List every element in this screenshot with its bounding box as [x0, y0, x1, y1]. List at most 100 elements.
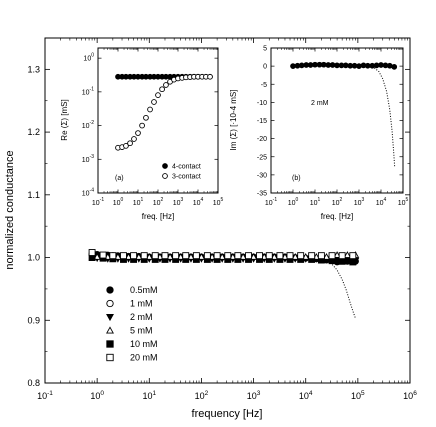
inset-b-x-tick-label: 105	[398, 197, 409, 207]
data-point	[127, 140, 133, 147]
data-point	[386, 62, 393, 69]
data-point	[99, 251, 107, 259]
main-y-tick-label: 1.0	[27, 253, 40, 263]
data-point	[135, 130, 141, 136]
data-point	[301, 252, 310, 260]
data-point	[182, 252, 190, 260]
inset-b-y-tick-label: 0	[263, 64, 267, 71]
data-point	[203, 252, 211, 260]
data-point	[143, 114, 149, 121]
main-dotted-trend	[330, 262, 356, 319]
main-y-tick-label: 0.9	[27, 315, 40, 325]
inset-a-y-axis-title: Re (Σ) [mS]	[60, 99, 69, 140]
data-point	[155, 92, 161, 98]
inset-b-y-tick-label: -15	[257, 118, 267, 125]
inset-a-x-tick-label: 104	[193, 197, 204, 207]
data-point	[349, 258, 357, 266]
inset-b-y-tick-label: 5	[263, 46, 267, 53]
inset-b-x-tick-label: 104	[376, 197, 387, 207]
inset-a-x-tick-label: 103	[173, 197, 184, 207]
main-y-axis: 0.8 0.9 1.0 1.1 1.2 1.3	[27, 64, 410, 388]
inset-b-x-tick-label: 102	[332, 197, 343, 207]
inset-a-y-tick-label: 10-4	[82, 188, 94, 198]
inset-a-x-axis-title: freq. [Hz]	[142, 212, 174, 221]
inset-b-series-marks	[290, 61, 398, 168]
data-point	[166, 252, 174, 260]
inset-a-series-marks	[115, 73, 213, 151]
data-point	[356, 63, 362, 69]
inset-a-x-axis: 10-1 100 101 102 103 104 105	[92, 48, 224, 207]
legend-label: 2 mM	[130, 312, 153, 322]
data-point	[192, 252, 200, 260]
data-point	[161, 252, 169, 260]
main-x-tick-label: 104	[299, 390, 313, 401]
legend-label: 10 mM	[130, 339, 158, 349]
main-series-marks	[88, 249, 360, 319]
main-x-tick-label: 105	[351, 390, 365, 401]
inset-a-panel-label: (a)	[115, 175, 124, 182]
inset-b-y-tick-label: -20	[257, 136, 267, 143]
inset-b-x-axis: 10-1 100 101 102 103 104 105	[265, 48, 409, 207]
data-point	[88, 249, 96, 256]
main-y-tick-label: 1.2	[27, 127, 40, 137]
data-point	[265, 252, 273, 260]
legend-marker	[162, 173, 168, 179]
legend-label: 5 mM	[130, 326, 153, 336]
data-point	[245, 252, 252, 260]
main-x-tick-label: 106	[403, 390, 417, 401]
data-point	[343, 257, 352, 265]
data-point	[270, 252, 279, 260]
main-x-tick-label: 100	[90, 390, 104, 401]
data-point	[239, 252, 247, 260]
data-point	[172, 252, 180, 260]
inset-a-x-tick-label: 105	[213, 197, 224, 207]
data-point	[147, 106, 153, 113]
main-y-axis-title: normalized conductance	[4, 150, 16, 269]
data-point	[322, 252, 331, 260]
inset-b-annotation: 2 mM	[311, 100, 329, 107]
data-point	[93, 252, 101, 260]
data-point	[145, 252, 154, 260]
inset-b-y-tick-label: -10	[257, 100, 267, 107]
data-point	[197, 252, 206, 260]
inset-a-x-tick-label: 10-1	[92, 197, 104, 207]
inset-a-y-tick-label: 10-2	[82, 120, 94, 130]
legend-label: 4-contact	[172, 164, 201, 171]
main-y-tick-label: 0.8	[27, 378, 40, 388]
data-point	[291, 252, 300, 260]
legend-marker	[162, 163, 168, 169]
data-point	[229, 252, 237, 260]
inset-b-dotted-trend	[374, 67, 396, 168]
data-point	[276, 252, 284, 260]
legend-marker	[106, 326, 114, 334]
inset-a-y-tick-label: 100	[83, 53, 94, 63]
inset-a-y-tick-label: 10-3	[82, 154, 94, 164]
data-point	[297, 252, 305, 260]
inset-b-y-tick-label: -5	[261, 82, 267, 89]
data-point	[224, 252, 232, 260]
inset-a-x-tick-label: 101	[133, 197, 144, 207]
inset-a-y-axis: 100 10-1 10-2 10-3 10-4	[82, 53, 218, 198]
inset-b-y-axis: 5 0 -5 -10 -15 -20 -25 -30 -35	[257, 46, 403, 198]
data-point	[249, 252, 258, 260]
data-point	[207, 73, 213, 80]
main-x-tick-label: 101	[142, 390, 156, 401]
legend-marker	[106, 286, 114, 294]
data-point	[124, 252, 133, 260]
data-point	[349, 252, 357, 260]
inset-b-x-tick-label: 10-1	[265, 197, 277, 207]
inset-a-y-tick-label: 10-1	[82, 86, 94, 96]
inset-b-y-axis-title: Im (Σ) [·10-4 mS]	[229, 90, 238, 151]
data-point	[140, 252, 148, 260]
legend-label: 3-contact	[172, 174, 201, 181]
inset-b-x-tick-label: 103	[354, 197, 365, 207]
inset-b-y-tick-label: -30	[257, 172, 267, 179]
data-point	[234, 252, 242, 260]
legend-label: 1 mM	[130, 299, 153, 309]
data-point	[256, 252, 263, 260]
inset-a: 10-1 100 101 102 103 104 105 10010-110-210-310…	[60, 47, 224, 221]
data-point	[109, 252, 117, 260]
data-point	[139, 122, 145, 129]
data-point	[391, 63, 398, 70]
